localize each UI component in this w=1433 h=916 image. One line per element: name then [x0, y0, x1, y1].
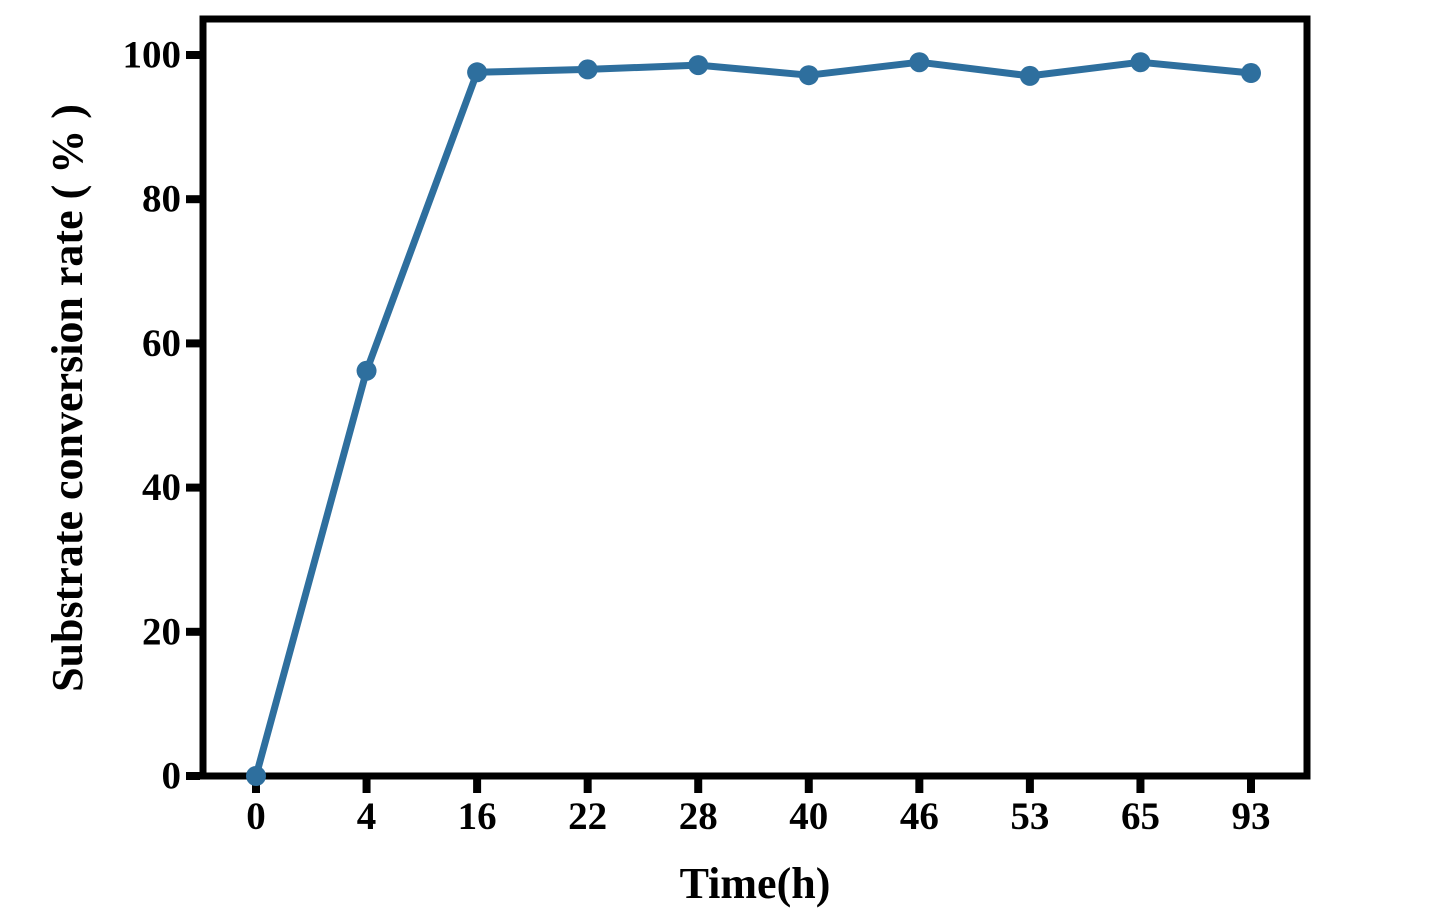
x-axis-title: Time(h) [680, 859, 831, 908]
data-point [1241, 63, 1261, 84]
y-tick-label: 20 [142, 610, 181, 653]
x-axis: 0 4 16 22 28 40 46 53 65 93 [246, 779, 1271, 838]
x-tick-label: 53 [1010, 795, 1049, 838]
plot-area [199, 15, 1311, 780]
series-line [252, 58, 1255, 780]
x-tick-label: 40 [789, 795, 828, 838]
data-point [356, 360, 377, 381]
y-tick-label: 40 [142, 466, 181, 509]
data-point [798, 65, 819, 86]
x-tick-label: 65 [1121, 795, 1160, 838]
x-tick-label: 46 [900, 795, 939, 838]
x-tick-label: 16 [458, 795, 497, 838]
data-point [577, 59, 598, 80]
x-tick-label: 93 [1232, 795, 1271, 838]
data-point [467, 62, 488, 83]
x-tick-label: 28 [679, 795, 718, 838]
y-tick-label: 0 [162, 755, 182, 798]
data-point [1130, 52, 1151, 73]
data-point [1019, 65, 1040, 86]
data-series [246, 52, 1261, 786]
y-axis: 0 20 40 60 80 100 [123, 34, 200, 798]
y-tick-label: 80 [142, 178, 181, 221]
x-tick-label: 22 [568, 795, 607, 838]
data-point [909, 52, 930, 73]
y-tick-label: 60 [142, 322, 181, 365]
data-point [246, 766, 266, 786]
x-tick-label: 0 [246, 795, 266, 838]
y-tick-label: 100 [123, 34, 182, 77]
x-tick-label: 4 [357, 795, 377, 838]
y-axis-title: Substrate conversion rate ( % ) [43, 104, 92, 692]
data-point [688, 55, 709, 76]
